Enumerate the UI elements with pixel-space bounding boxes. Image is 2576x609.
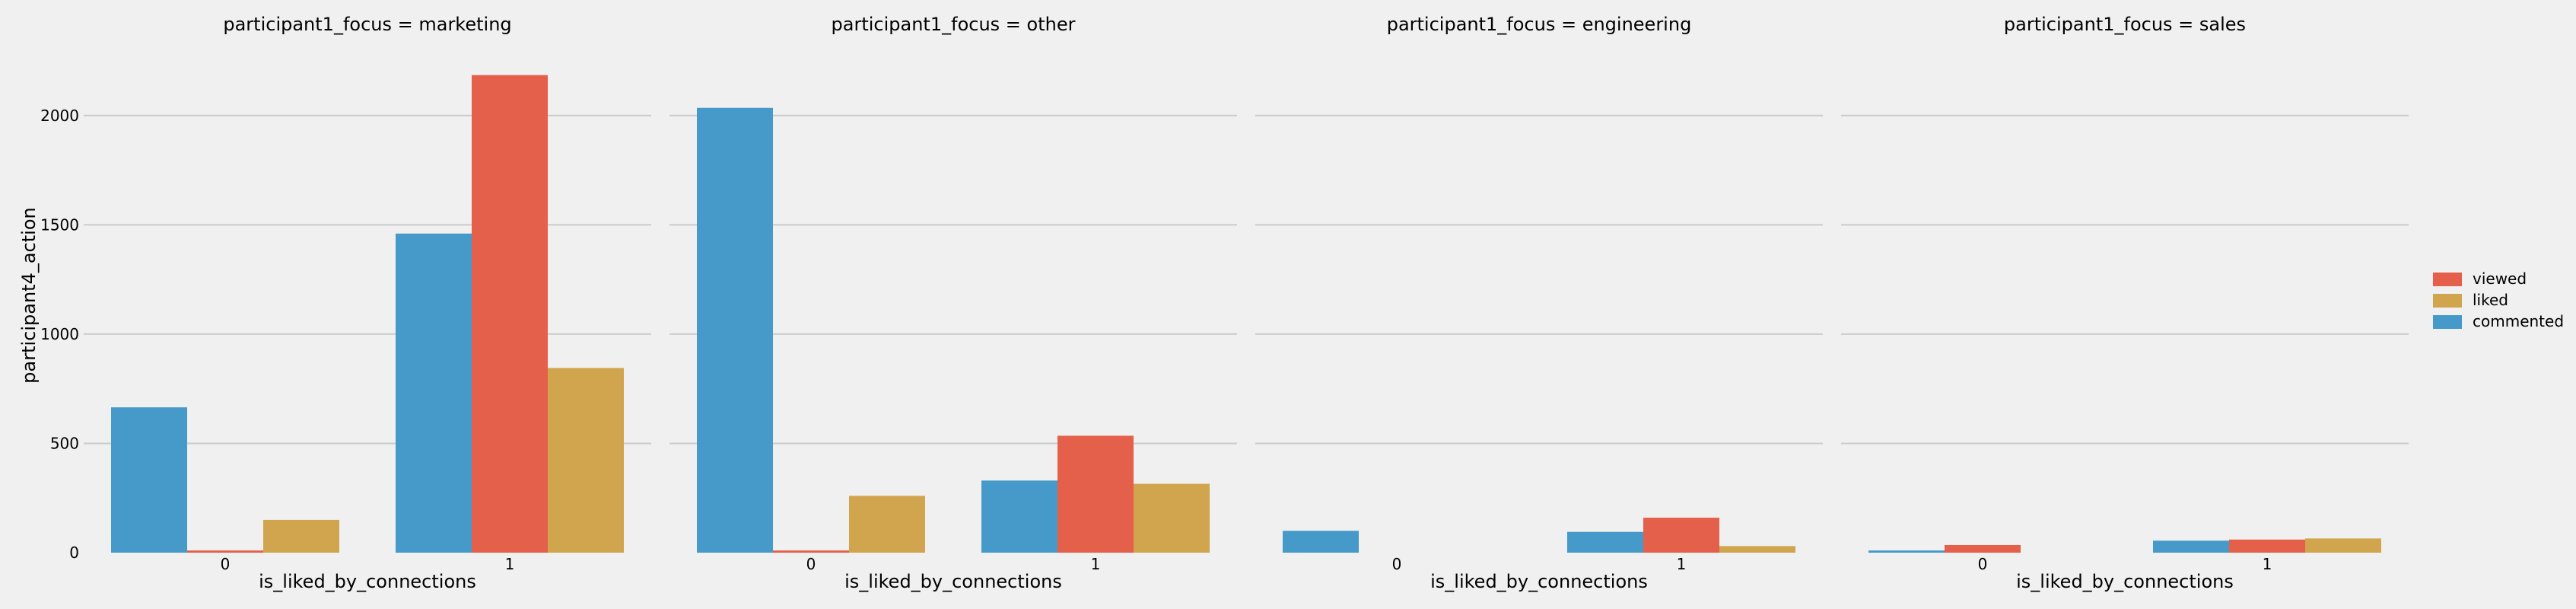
- x-tick-label: 0: [1978, 555, 1988, 573]
- facet-title: participant1_focus = engineering: [1387, 14, 1692, 35]
- legend-label-liked: liked: [2473, 291, 2508, 309]
- y-tick-label: 1500: [40, 215, 79, 234]
- bar-commented: [1868, 550, 1945, 553]
- legend: viewed liked commented: [2433, 269, 2564, 330]
- x-tick-label: 0: [1392, 555, 1402, 573]
- y-tick-label: 500: [50, 434, 79, 452]
- facet-panel: participant1_focus = engineering 0 1 is_lik…: [1255, 14, 1823, 592]
- facet-title: participant1_focus = sales: [2004, 14, 2246, 35]
- x-tick-label: 1: [2263, 555, 2272, 573]
- x-tick-label: 1: [505, 555, 515, 573]
- bar-commented: [396, 233, 472, 553]
- facet-title: participant1_focus = other: [832, 14, 1076, 35]
- facet-panel: participant1_focus = marketing 0 500 1000 15…: [40, 14, 651, 592]
- bar-liked: [849, 496, 925, 553]
- y-axis-label: participant4_action: [18, 207, 40, 383]
- legend-swatch-viewed: [2433, 273, 2462, 286]
- x-tick-label: 1: [1677, 555, 1687, 573]
- y-tick-label: 2000: [40, 107, 79, 125]
- x-axis-label: is_liked_by_connections: [1430, 571, 1648, 592]
- bar-viewed: [2229, 539, 2305, 553]
- legend-label-commented: commented: [2473, 312, 2564, 330]
- legend-swatch-commented: [2433, 315, 2462, 329]
- bar-commented: [2153, 540, 2229, 553]
- legend-swatch-liked: [2433, 294, 2462, 308]
- x-tick-label: 1: [1091, 555, 1101, 573]
- x-tick-label: 0: [806, 555, 816, 573]
- bar-viewed: [773, 550, 849, 553]
- bar-liked: [548, 368, 624, 553]
- y-tick-label: 1000: [40, 325, 79, 343]
- bar-viewed: [472, 75, 548, 553]
- bar-liked: [263, 519, 339, 553]
- bar-viewed: [1945, 544, 2021, 553]
- bar-commented: [1567, 531, 1643, 553]
- y-tick-label: 0: [69, 544, 79, 562]
- facet-panels: participant1_focus = marketing0500100015…: [40, 14, 2409, 592]
- bar-viewed: [1643, 518, 1719, 553]
- bar-liked: [1134, 483, 1210, 553]
- bar-commented: [981, 480, 1057, 553]
- x-axis-label: is_liked_by_connections: [259, 571, 476, 592]
- facet-panel: participant1_focus = sales 0 1 is_liked_by_…: [1841, 14, 2409, 592]
- x-axis-label: is_liked_by_connections: [844, 571, 1062, 592]
- bar-liked: [1719, 546, 1795, 553]
- facet-title: participant1_focus = marketing: [223, 14, 511, 35]
- bar-commented: [1283, 531, 1359, 553]
- legend-label-viewed: viewed: [2473, 269, 2527, 288]
- bar-commented: [111, 407, 187, 553]
- bar-viewed: [1057, 435, 1134, 553]
- facet-panel: participant1_focus = other 0 1 is_liked_by_…: [669, 14, 1237, 592]
- x-axis-label: is_liked_by_connections: [2016, 571, 2234, 592]
- bar-viewed: [187, 550, 263, 553]
- bar-liked: [2305, 538, 2381, 553]
- bar-commented: [697, 107, 773, 553]
- x-tick-label: 0: [221, 555, 231, 573]
